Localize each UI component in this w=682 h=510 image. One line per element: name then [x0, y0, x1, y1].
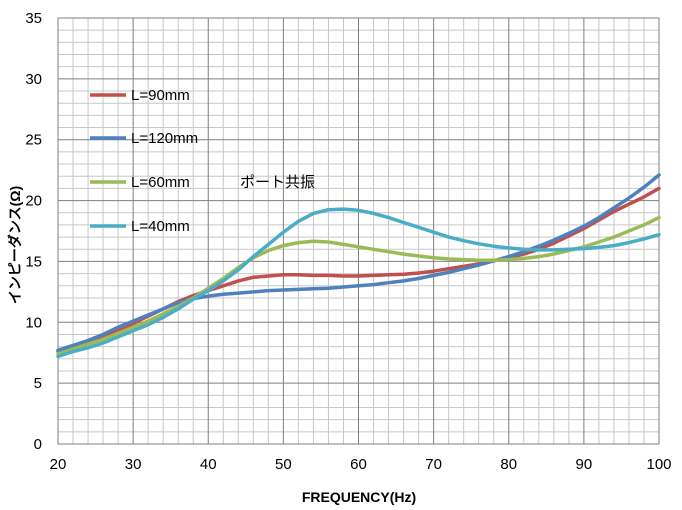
y-tick-label: 35 — [25, 10, 42, 27]
y-tick-label: 20 — [25, 193, 42, 210]
series-line-l-60mm — [56, 215, 661, 356]
legend: L=90mm L=120mm L=60mm L=40mm — [90, 87, 198, 235]
plot-area-border — [57, 17, 660, 445]
y-tick-label: 25 — [25, 132, 42, 149]
y-tick-label: 10 — [25, 314, 42, 331]
legend-label-l40: L=40mm — [131, 218, 190, 235]
major-grid — [57, 17, 660, 445]
x-tick-label: 90 — [576, 456, 593, 473]
x-tick-label: 20 — [50, 456, 67, 473]
series-layer — [56, 173, 661, 359]
series-line-l-40mm — [56, 207, 661, 359]
port-resonance-annotation: ポート共振 — [240, 173, 315, 191]
x-tick-label: 70 — [425, 456, 442, 473]
y-axis-title: インピーダンス(Ω) — [7, 186, 23, 304]
y-tick-label: 5 — [34, 375, 42, 392]
x-tick-label: 50 — [275, 456, 292, 473]
x-tick-label: 30 — [125, 456, 142, 473]
x-tick-label: 60 — [350, 456, 367, 473]
x-tick-label: 100 — [646, 456, 671, 473]
y-tick-label: 0 — [34, 436, 42, 453]
x-axis-title: FREQUENCY(Hz) — [302, 489, 416, 505]
x-tick-label: 40 — [200, 456, 217, 473]
legend-label-l60: L=60mm — [131, 174, 190, 191]
x-tick-labels: 20 30 40 50 60 70 80 90 100 — [50, 456, 672, 473]
y-tick-label: 15 — [25, 253, 42, 270]
y-tick-label: 30 — [25, 71, 42, 88]
x-tick-label: 80 — [500, 456, 517, 473]
legend-label-l120: L=120mm — [131, 130, 198, 147]
legend-label-l90: L=90mm — [131, 87, 190, 104]
series-line-l-120mm — [56, 173, 661, 353]
y-tick-labels: 0 5 10 15 20 25 30 35 — [25, 10, 42, 453]
